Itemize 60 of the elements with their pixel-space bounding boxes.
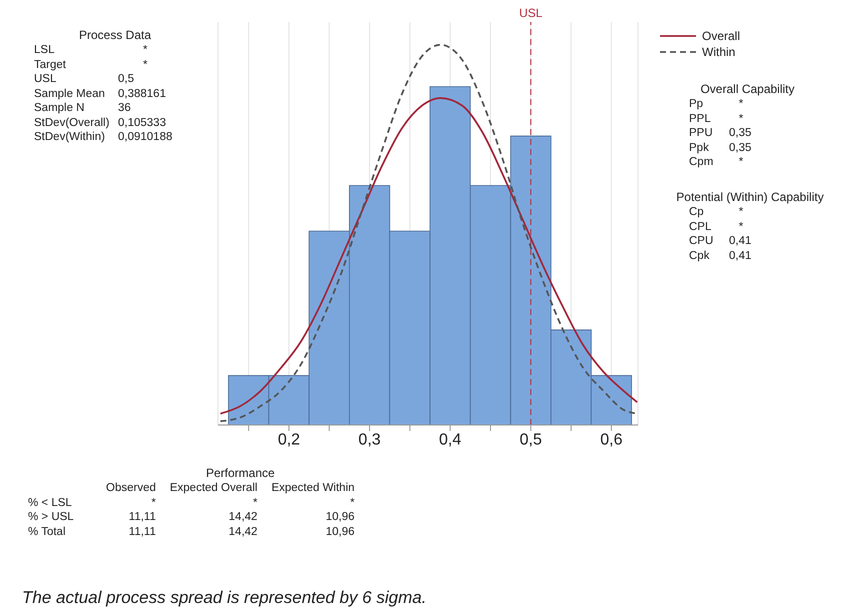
text: *: [738, 155, 744, 170]
text: Performance: [205, 466, 276, 481]
text: *: [150, 496, 156, 510]
text: Observed: [105, 481, 156, 496]
text: % > USL: [28, 510, 75, 524]
text: *: [252, 496, 258, 510]
text: 0,388161: [118, 86, 167, 101]
text: 0,35: [729, 126, 752, 140]
text: *: [738, 205, 744, 220]
text: Process Data: [78, 28, 152, 43]
x-tick-label: 0,5: [520, 431, 542, 448]
text: Potential (Within) Capability: [675, 190, 825, 205]
text: CPL: [689, 220, 712, 234]
text: Sample Mean: [34, 86, 106, 101]
x-tick-label: 0,4: [439, 431, 462, 448]
text: PPU: [689, 126, 714, 140]
text: USL: [34, 72, 58, 86]
text: % < LSL: [28, 496, 73, 510]
text: 0,41: [729, 234, 752, 248]
text: 11,11: [128, 524, 156, 539]
legend-label: Overall: [702, 29, 740, 43]
text: StDev(Within): [34, 130, 106, 144]
text: LSL: [34, 43, 56, 58]
text: 0,0910188: [118, 130, 172, 144]
text: *: [349, 496, 355, 510]
text: 0,35: [729, 140, 752, 155]
x-tick-label: 0,2: [278, 431, 300, 448]
text: *: [738, 97, 744, 112]
text: 36: [118, 101, 132, 116]
text: *: [142, 43, 148, 58]
text: 0,41: [729, 248, 752, 263]
text: Cpm: [689, 155, 714, 170]
text: Sample N: [34, 101, 86, 116]
text: Ppk: [689, 140, 710, 155]
text: 0,105333: [118, 116, 167, 130]
x-tick-label: 0,3: [358, 431, 381, 448]
text: % Total: [28, 524, 67, 539]
text: The actual process spread is represented by 6 sigma.: [22, 588, 426, 608]
x-tick-label: 0,6: [600, 431, 623, 448]
text: Target: [34, 58, 67, 72]
text: Overall Capability: [699, 82, 796, 97]
text: Expected Within: [270, 481, 355, 496]
text: 0,5: [118, 72, 135, 86]
text: StDev(Overall): [34, 116, 110, 130]
text: 14,42: [228, 524, 258, 539]
text: *: [142, 58, 148, 72]
text: 10,96: [324, 510, 355, 524]
text: CPU: [689, 234, 714, 248]
text: Cpk: [689, 248, 710, 263]
text: *: [738, 112, 744, 126]
text: Cp: [689, 205, 705, 220]
text: 11,11: [128, 510, 156, 524]
ref-line-label: USL: [519, 6, 543, 20]
text: 10,96: [324, 524, 355, 539]
legend-label: Within: [702, 45, 736, 59]
text: 14,42: [228, 510, 258, 524]
text: Expected Overall: [168, 481, 258, 496]
text: *: [738, 220, 744, 234]
text: Pp: [689, 97, 704, 112]
text: PPL: [689, 112, 712, 126]
